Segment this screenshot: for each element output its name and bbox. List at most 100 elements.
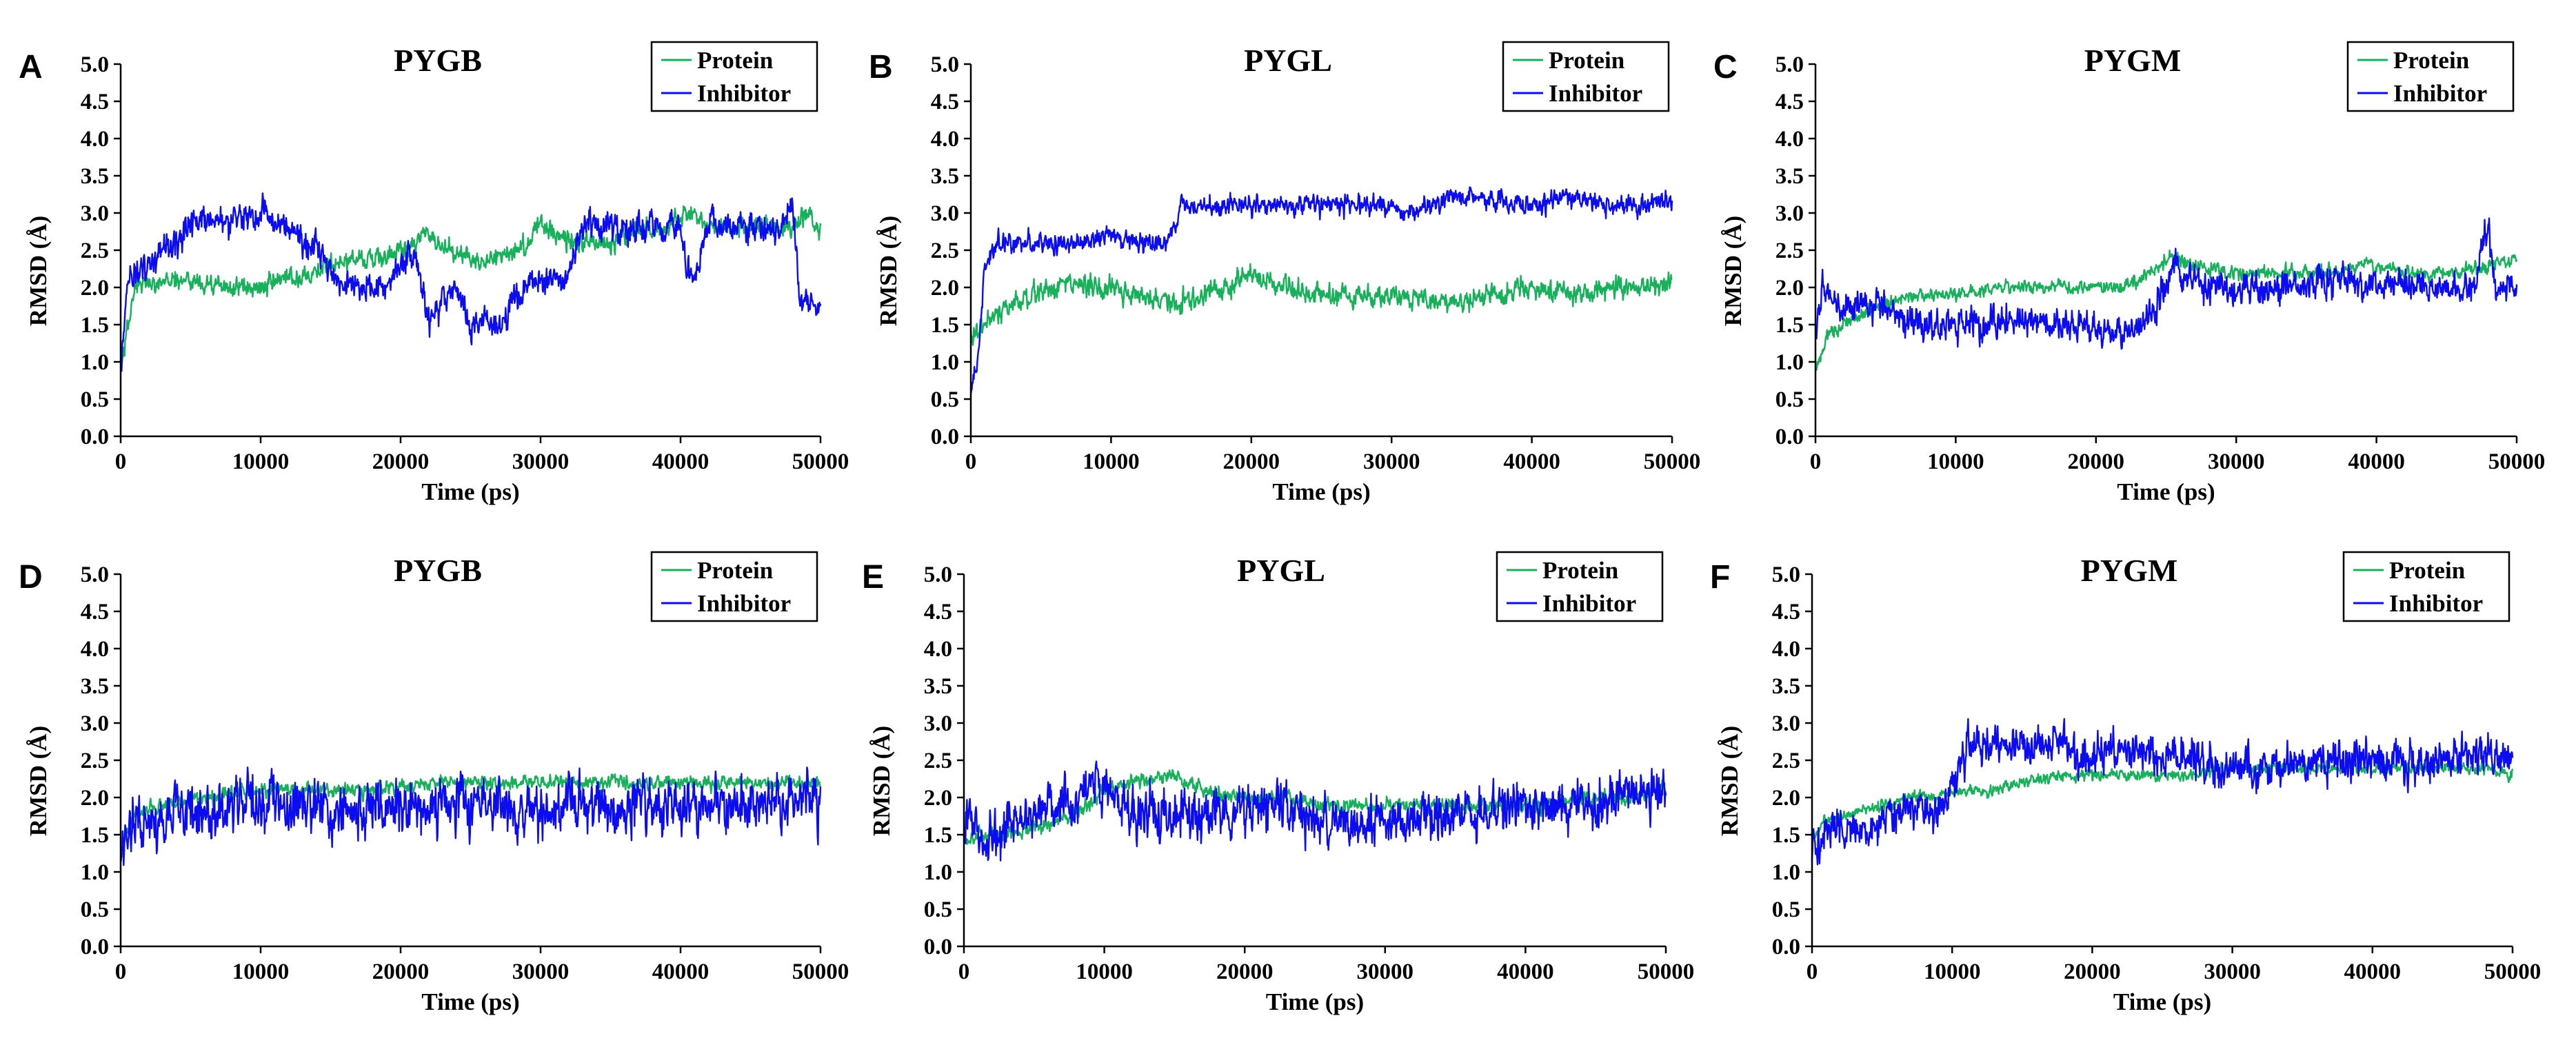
y-tick-label: 1.5 [81, 823, 109, 848]
x-tick-label: 30000 [512, 449, 570, 474]
legend: Protein Inhibitor [2342, 551, 2510, 622]
y-tick-label: 3.5 [81, 674, 109, 699]
chart-panel-b: B PYGL 0.0 0.5 1.0 1.5 2.0 2.5 3.0 3.5 4.0 4.5 5.0 0 1… [869, 41, 1700, 505]
legend-label-protein: Protein [2389, 557, 2465, 584]
x-axis-label: Time (ps) [421, 988, 519, 1015]
y-tick-label: 0.0 [81, 425, 109, 449]
y-tick-label: 1.0 [931, 350, 959, 375]
chart-title: PYGM [2084, 43, 2182, 78]
x-tick-label: 0 [965, 449, 977, 474]
legend-label-protein: Protein [697, 47, 773, 74]
x-tick-label: 0 [115, 449, 127, 474]
x-tick-label: 0 [1807, 959, 1818, 984]
legend-box [2346, 41, 2515, 112]
x-tick-label: 50000 [2484, 959, 2542, 984]
y-tick-label: 0.0 [1775, 425, 1804, 449]
x-axis-label: Time (ps) [1272, 478, 1370, 505]
x-tick-label: 50000 [1638, 959, 1695, 984]
y-tick-label: 3.0 [81, 201, 109, 226]
panel-letter: A [19, 49, 43, 85]
legend: Protein Inhibitor [650, 551, 818, 622]
legend-box [1496, 551, 1664, 622]
legend-label-inhibitor: Inhibitor [697, 80, 791, 107]
y-tick-label: 1.5 [924, 823, 952, 848]
x-tick-label: 20000 [2068, 449, 2125, 474]
y-tick-label: 1.0 [81, 350, 109, 375]
y-tick-label: 3.5 [1772, 674, 1800, 699]
legend-label-protein: Protein [1542, 557, 1618, 584]
y-tick-label: 2.0 [931, 276, 959, 301]
y-tick-label: 2.0 [1775, 276, 1804, 301]
series-line-inhibitor [963, 760, 1667, 862]
y-tick-label: 3.0 [1775, 201, 1804, 226]
y-tick-label: 5.0 [924, 562, 952, 587]
x-tick-label: 20000 [2064, 959, 2121, 984]
y-tick-label: 4.0 [81, 637, 109, 662]
y-tick-label: 3.5 [81, 164, 109, 189]
y-tick-label: 2.0 [924, 786, 952, 811]
y-tick-label: 1.5 [81, 313, 109, 338]
y-axis-label: RMSD (Å) [25, 726, 52, 836]
y-tick-label: 1.0 [924, 860, 952, 885]
y-tick-label: 4.5 [924, 600, 952, 624]
panel-letter: E [862, 559, 884, 596]
x-tick-label: 10000 [1083, 449, 1140, 474]
legend-label-inhibitor: Inhibitor [697, 590, 791, 617]
legend-box [2342, 551, 2510, 622]
y-tick-label: 5.0 [1772, 562, 1800, 587]
x-tick-label: 20000 [372, 959, 430, 984]
x-tick-label: 0 [1810, 449, 1822, 474]
legend-box [1502, 41, 1670, 112]
legend: Protein Inhibitor [1502, 41, 1670, 112]
y-tick-label: 0.5 [81, 387, 109, 412]
chart-title: PYGL [1237, 553, 1325, 588]
y-tick-label: 0.0 [924, 935, 952, 959]
y-tick-label: 0.0 [81, 935, 109, 959]
chart-panel-d: D PYGB 0.0 0.5 1.0 1.5 2.0 2.5 3.0 3.5 4.0 4.5 5.0 0 1… [19, 551, 849, 1015]
y-tick-label: 1.0 [1772, 860, 1800, 885]
y-tick-label: 4.5 [81, 600, 109, 624]
x-tick-label: 10000 [1076, 959, 1133, 984]
y-tick-label: 4.5 [1775, 90, 1804, 114]
chart-title: PYGB [394, 553, 482, 588]
x-axis-label: Time (ps) [1266, 988, 1364, 1015]
x-tick-label: 30000 [512, 959, 570, 984]
y-tick-label: 0.0 [931, 425, 959, 449]
x-tick-label: 40000 [652, 959, 710, 984]
series-line-inhibitor [1811, 718, 2514, 866]
y-tick-label: 3.5 [924, 674, 952, 699]
y-tick-label: 2.0 [81, 276, 109, 301]
x-tick-label: 20000 [372, 449, 430, 474]
x-tick-label: 30000 [2204, 959, 2261, 984]
y-tick-label: 5.0 [1775, 52, 1804, 77]
legend: Protein Inhibitor [1496, 551, 1664, 622]
legend-box [650, 41, 818, 112]
x-tick-label: 30000 [2208, 449, 2265, 474]
y-tick-label: 2.5 [1772, 749, 1800, 773]
y-tick-label: 0.5 [1775, 387, 1804, 412]
chart-panel-f: F PYGM 0.0 0.5 1.0 1.5 2.0 2.5 3.0 3.5 4.0 4.5 5.0 0 1… [1710, 551, 2542, 1015]
x-tick-label: 10000 [232, 449, 290, 474]
y-tick-label: 2.0 [1772, 786, 1800, 811]
x-tick-label: 10000 [1924, 959, 1981, 984]
y-tick-label: 0.5 [1772, 897, 1800, 922]
x-tick-label: 30000 [1357, 959, 1414, 984]
x-tick-label: 50000 [2488, 449, 2546, 474]
legend-label-protein: Protein [697, 557, 773, 584]
y-tick-label: 3.5 [1775, 164, 1804, 189]
panel-letter: D [19, 559, 43, 596]
y-tick-label: 2.5 [924, 749, 952, 773]
y-tick-label: 1.5 [931, 313, 959, 338]
series-line-protein [119, 205, 822, 369]
y-tick-label: 3.0 [931, 201, 959, 226]
y-axis-label: RMSD (Å) [868, 726, 895, 836]
y-tick-label: 4.5 [931, 90, 959, 114]
y-tick-label: 3.0 [1772, 711, 1800, 736]
x-axis-label: Time (ps) [421, 478, 519, 505]
panel-letter: B [869, 49, 893, 85]
y-tick-label: 2.0 [81, 786, 109, 811]
y-tick-label: 1.0 [1775, 350, 1804, 375]
x-tick-label: 40000 [1503, 449, 1560, 474]
y-tick-label: 4.0 [1772, 637, 1800, 662]
